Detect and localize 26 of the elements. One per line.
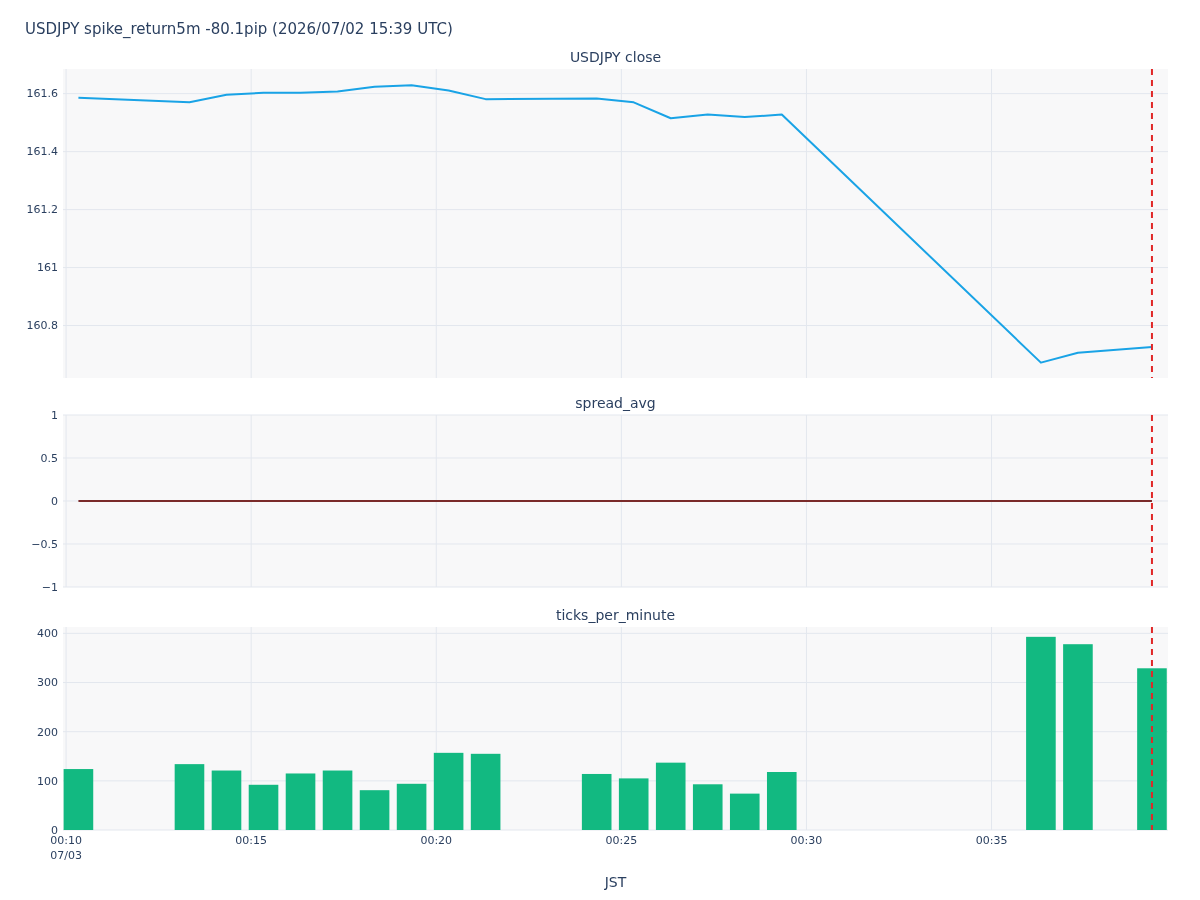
- x-tick-label: 00:20: [420, 834, 453, 847]
- x-tick-label: 00:30: [790, 834, 823, 847]
- y-tick-label: −0.5: [31, 537, 58, 551]
- chart-title: spread_avg: [575, 395, 656, 411]
- y-tick-label: 161.4: [26, 145, 58, 159]
- x-tick-label: 00:25: [605, 834, 638, 847]
- y-tick-label: −1: [41, 580, 58, 594]
- y-tick-label: 0: [51, 823, 58, 837]
- y-tick-label: 200: [37, 725, 58, 739]
- y-tick-label: 161.6: [26, 87, 58, 101]
- chart-title: ticks_per_minute: [555, 607, 676, 623]
- chart-title: USDJPY spike_return5m -80.1pip (2026/07/02 15:39 UTC): [25, 20, 453, 39]
- x-tick-label: 00:10 07/03: [50, 834, 82, 862]
- y-tick-label: 100: [37, 774, 58, 788]
- x-tick-label: 00:35: [975, 834, 1008, 847]
- x-tick-label: 00:15: [235, 834, 268, 847]
- chart-subtitle: USDJPY close: [569, 49, 662, 65]
- y-tick-label: 161.2: [26, 203, 58, 217]
- y-tick-label: 0.5: [40, 451, 58, 465]
- y-tick-label: 400: [37, 627, 58, 641]
- x-axis-title: JST: [603, 874, 627, 890]
- y-tick-label: 300: [37, 676, 58, 690]
- y-tick-label: 161: [37, 261, 58, 275]
- y-tick-label: 160.8: [26, 319, 58, 333]
- y-tick-label: 1: [51, 408, 58, 422]
- y-tick-label: 0: [51, 494, 58, 508]
